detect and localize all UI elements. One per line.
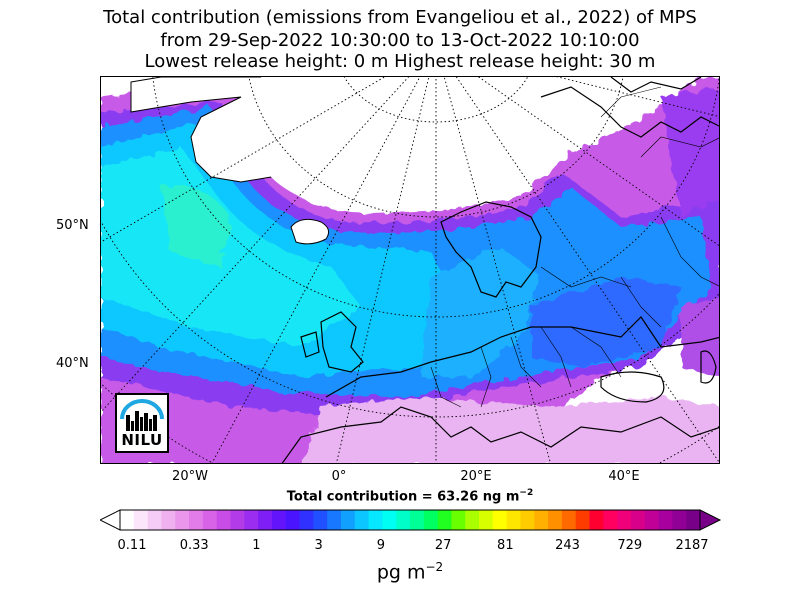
lat-label-50n: 50°N xyxy=(56,218,89,233)
colorbar-tick-label: 243 xyxy=(555,538,580,553)
colorbar-under-arrow xyxy=(100,509,121,531)
iceland xyxy=(290,218,330,245)
colorbar-cell xyxy=(202,510,218,530)
map-panel: NILU xyxy=(100,76,720,464)
colorbar-cell xyxy=(271,510,287,530)
nilu-logo: NILU xyxy=(115,393,169,453)
colorbar-tick-label: 27 xyxy=(434,538,452,553)
colorbar-tick-label: 2187 xyxy=(675,538,709,553)
colorbar-cell xyxy=(561,510,577,530)
colorbar-frame xyxy=(119,509,701,531)
colorbar-cell xyxy=(520,510,535,530)
map-svg xyxy=(101,77,719,463)
colorbar-cell xyxy=(437,510,453,530)
colorbar-cell xyxy=(327,510,342,530)
colorbar-cell xyxy=(354,510,370,530)
colorbar-cell xyxy=(630,510,646,530)
colorbar-cell xyxy=(382,510,397,530)
colorbar-tick-label: 81 xyxy=(497,538,514,553)
colorbar-tick-label: 9 xyxy=(376,538,386,553)
black-sea xyxy=(600,371,665,403)
plot-title-line-1: Total contribution (emissions from Evang… xyxy=(103,7,697,28)
colorbar-cell xyxy=(506,510,522,530)
colorbar-cell xyxy=(492,510,508,530)
colorbar xyxy=(100,509,722,531)
colorbar-cell xyxy=(603,510,618,530)
colorbar-cell xyxy=(285,510,301,530)
colorbar-cell xyxy=(589,510,604,530)
nilu-logo-text: NILU xyxy=(121,431,163,449)
colorbar-unit-label: pg m−2 xyxy=(0,560,800,583)
colorbar-cell xyxy=(548,510,563,530)
colorbar-unit-exponent: −2 xyxy=(425,560,444,574)
plot-title-line-3: Lowest release height: 0 m Highest relea… xyxy=(144,51,656,72)
lon-label-20w: 20°W xyxy=(172,469,208,484)
colorbar-cell xyxy=(396,510,411,530)
colorbar-cell xyxy=(175,510,190,530)
british-isles xyxy=(320,311,364,373)
colorbar-cell xyxy=(133,510,149,530)
colorbar-cell xyxy=(299,510,314,530)
colorbar-cell xyxy=(313,510,328,530)
country-borders xyxy=(430,86,719,408)
colorbar-unit-base: pg m xyxy=(376,561,426,584)
colorbar-cell xyxy=(340,510,356,530)
colorbar-cell xyxy=(230,510,245,530)
total-contribution-exponent: −2 xyxy=(519,488,534,498)
colorbar-cell xyxy=(120,510,135,530)
colorbar-cell xyxy=(479,510,494,530)
colorbar-cell xyxy=(575,510,591,530)
colorbar-cell xyxy=(216,510,232,530)
russia-arctic-coast xyxy=(540,86,719,138)
lat-label-40n: 40°N xyxy=(56,356,89,371)
colorbar-cell xyxy=(410,510,425,530)
total-contribution-label: Total contribution = 63.26 ng m−2 xyxy=(0,488,800,504)
colorbar-cell xyxy=(465,510,480,530)
colorbar-cell xyxy=(147,510,163,530)
colorbar-cell xyxy=(644,510,660,530)
colorbar-cell xyxy=(161,510,176,530)
mediterranean-coast xyxy=(281,406,719,463)
plot-title-line-2: from 29-Sep-2022 10:30:00 to 13-Oct-2022… xyxy=(160,30,640,51)
nilu-logo-graphic xyxy=(120,399,164,431)
colorbar-cell xyxy=(368,510,383,530)
lon-label-40e: 40°E xyxy=(608,469,640,484)
scandinavia-coast xyxy=(440,201,542,298)
lon-label-20e: 20°E xyxy=(460,469,492,484)
colorbar-cell xyxy=(189,510,204,530)
caspian-sea xyxy=(700,350,717,384)
colorbar-tick-label: 3 xyxy=(314,538,323,553)
colorbar-cell xyxy=(423,510,439,530)
colorbar-cell xyxy=(617,510,632,530)
colorbar-tick-label: 729 xyxy=(617,538,643,553)
colorbar-tick-label: 0.33 xyxy=(179,538,209,553)
colorbar-cell xyxy=(658,510,673,530)
arctic-cap xyxy=(261,77,571,213)
colorbar-over-arrow xyxy=(699,509,722,531)
colorbar-cell xyxy=(672,510,687,530)
colorbar-cell xyxy=(686,510,701,530)
total-contribution-text: Total contribution = 63.26 ng m xyxy=(286,489,520,505)
continental-coast xyxy=(325,316,719,398)
colorbar-tick-label: 1 xyxy=(252,538,261,553)
lon-label-0: 0° xyxy=(331,469,347,484)
colorbar-cell xyxy=(451,510,466,530)
colorbar-cell xyxy=(534,510,549,530)
colorbar-tick-label: 0.11 xyxy=(117,538,147,553)
colorbar-cell xyxy=(258,510,273,530)
colorbar-cell xyxy=(244,510,259,530)
graticule xyxy=(101,77,719,463)
